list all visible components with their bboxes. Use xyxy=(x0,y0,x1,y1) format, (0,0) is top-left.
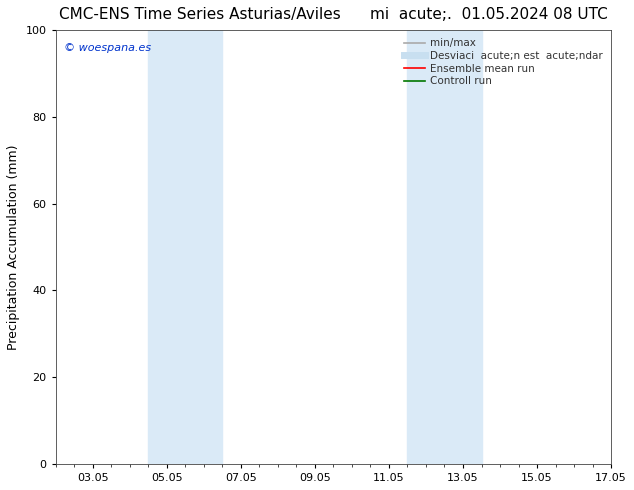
Text: © woespana.es: © woespana.es xyxy=(64,43,151,53)
Legend: min/max, Desviaci  acute;n est  acute;ndar, Ensemble mean run, Controll run: min/max, Desviaci acute;n est acute;ndar… xyxy=(401,35,606,89)
Bar xyxy=(148,30,223,464)
Title: CMC-ENS Time Series Asturias/Aviles      mi  acute;.  01.05.2024 08 UTC: CMC-ENS Time Series Asturias/Aviles mi a… xyxy=(59,7,608,22)
Bar xyxy=(408,30,482,464)
Y-axis label: Precipitation Accumulation (mm): Precipitation Accumulation (mm) xyxy=(7,144,20,350)
